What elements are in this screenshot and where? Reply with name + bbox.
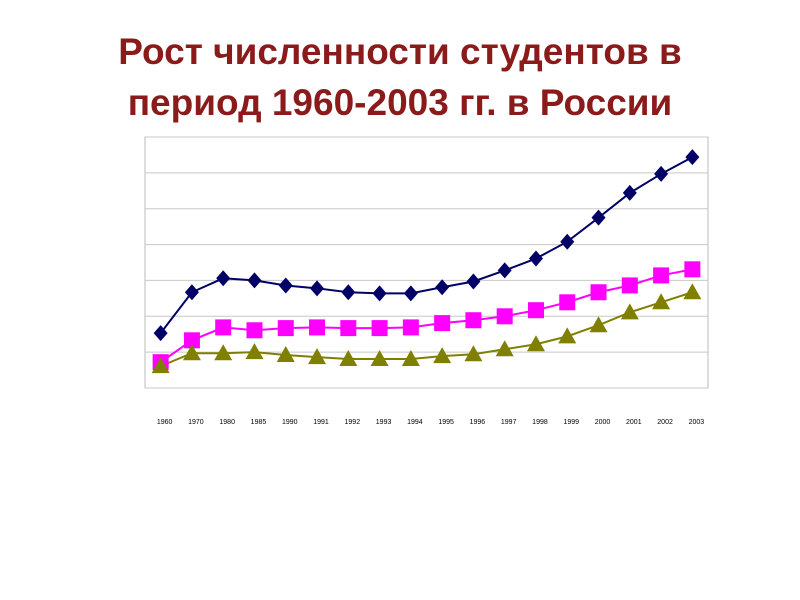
x-tick-label: 1995: [438, 419, 454, 426]
marker: [370, 349, 389, 366]
x-tick-label: 2000: [595, 419, 611, 426]
x-tick-label: 1997: [501, 419, 517, 426]
marker: [685, 149, 700, 166]
x-tick-label: 1960: [157, 419, 173, 426]
marker: [340, 320, 357, 337]
marker: [526, 335, 545, 352]
marker: [308, 348, 327, 365]
marker: [433, 347, 452, 364]
marker: [372, 285, 387, 302]
chart-title: Рост численности студентов в период 1960…: [118, 31, 682, 123]
marker: [684, 261, 701, 278]
marker: [277, 320, 294, 337]
x-tick-label: 2001: [626, 419, 642, 426]
marker: [339, 349, 358, 366]
marker: [247, 272, 262, 289]
marker: [276, 346, 295, 363]
marker: [683, 283, 702, 300]
marker: [216, 270, 231, 287]
marker: [653, 267, 670, 284]
marker: [434, 315, 451, 332]
x-tick-label: 1985: [251, 419, 267, 426]
x-tick-label: 1991: [313, 419, 329, 426]
marker: [559, 294, 576, 311]
marker: [464, 345, 483, 362]
marker: [214, 344, 233, 361]
x-tick-label: 1994: [407, 419, 423, 426]
marker: [371, 320, 388, 337]
marker: [591, 209, 606, 226]
marker: [558, 327, 577, 344]
marker: [401, 349, 420, 366]
marker: [495, 340, 514, 357]
marker: [310, 280, 325, 297]
marker: [246, 322, 263, 339]
marker: [527, 302, 544, 319]
x-tick-label: 1992: [345, 419, 361, 426]
series-line: [160, 291, 693, 368]
marker: [341, 284, 356, 301]
marker: [309, 319, 326, 336]
marker: [245, 343, 264, 360]
marker: [496, 308, 513, 325]
marker: [652, 293, 671, 310]
x-tick-label: 2003: [689, 419, 705, 426]
x-tick-label: 1998: [532, 419, 548, 426]
marker: [153, 325, 168, 342]
marker: [466, 273, 481, 290]
x-tick-label: 2002: [657, 419, 673, 426]
marker: [183, 332, 200, 349]
x-tick-label: 1970: [188, 419, 204, 426]
x-tick-label: 1980: [219, 419, 235, 426]
x-tick-label: 1996: [470, 419, 486, 426]
marker: [528, 250, 543, 267]
plot-frame: [144, 136, 709, 389]
marker: [654, 165, 669, 182]
marker: [215, 319, 232, 336]
marker: [621, 277, 638, 294]
marker: [622, 184, 637, 201]
marker: [184, 284, 199, 301]
x-tick-label: 1990: [282, 419, 298, 426]
marker: [402, 319, 419, 336]
marker: [560, 233, 575, 250]
marker: [182, 344, 201, 361]
marker: [497, 262, 512, 279]
marker: [590, 284, 607, 301]
marker: [435, 279, 450, 296]
x-tick-label: 1999: [563, 419, 579, 426]
x-tick-label: 1993: [376, 419, 392, 426]
series-line: [159, 156, 693, 334]
marker: [151, 357, 170, 374]
marker: [403, 285, 418, 302]
series-line: [160, 268, 693, 364]
marker: [620, 303, 639, 320]
marker: [465, 312, 482, 329]
marker: [589, 316, 608, 333]
marker: [278, 277, 293, 294]
